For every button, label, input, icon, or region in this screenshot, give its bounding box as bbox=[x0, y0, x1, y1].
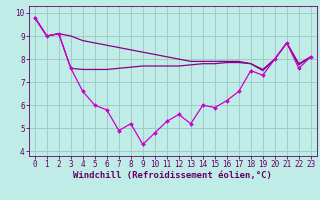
X-axis label: Windchill (Refroidissement éolien,°C): Windchill (Refroidissement éolien,°C) bbox=[73, 171, 272, 180]
